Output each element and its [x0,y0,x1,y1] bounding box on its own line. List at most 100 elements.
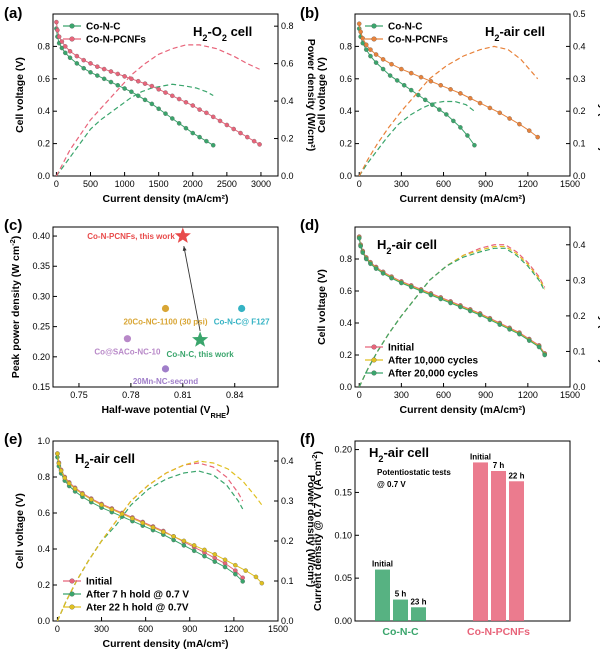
x-tick-label: 0.81 [174,390,192,400]
voltage-point [373,60,379,65]
panel-label: (e) [4,431,22,448]
voltage-point [142,97,148,103]
y2-tick-label: 0.3 [281,496,294,506]
voltage-point [363,47,369,52]
chart-title-part: -air cell [89,451,135,466]
y-tick-label: 0.40 [32,231,50,241]
voltage-point [472,142,477,148]
panel-e: (e)0 300 600 900 1200 15000.00.20.40.60.81.00… [4,431,317,650]
y-tick-label: 0.2 [339,350,352,360]
voltage-point [197,134,202,140]
y-tick-label: 0.0 [339,382,352,392]
chart-title-part: H [369,445,378,460]
legend-swatch-marker [69,578,75,584]
y-tick-label: 0.2 [339,139,352,149]
bar-label: 23 h [410,597,426,606]
voltage-point [217,118,223,124]
x-tick-label: 1200 [518,390,538,400]
plot-frame [354,440,571,622]
plot-frame [52,226,279,388]
voltage-point [389,275,394,281]
series-power-line [55,44,260,176]
legend-swatch-marker [371,344,377,350]
y2-tick-label: 0.6 [281,59,294,69]
voltage-point [360,250,365,255]
x-tick-label: 900 [478,390,493,400]
voltage-point [129,76,134,82]
y2-tick-label: 0.4 [573,240,586,250]
voltage-point [101,66,107,72]
voltage-point [368,261,373,267]
y-tick-label: 0.20 [32,352,50,362]
y-tick-label: 0.6 [37,74,50,84]
chart-title-part: H [193,24,202,39]
voltage-point [542,352,547,358]
voltage-point [62,475,68,481]
panel-a: (a) 0 500 1000 1500 2000 2500 3000 0.0 0.2 0.4 0.6 0… [4,5,317,205]
voltage-point [245,134,250,140]
y-tick-label: 0.0 [37,171,50,181]
voltage-point [231,126,236,132]
voltage-point [54,19,59,25]
x-tick-label: 1500 [560,390,580,400]
chart-title-part: 2 [222,33,227,43]
x-tick-label: 0 [357,390,362,400]
chart-title-part: 2 [378,454,383,464]
voltage-point [222,564,228,570]
voltage-point [437,107,442,112]
chart-title: H2-O2 cell [193,24,252,43]
scatter-star-point [174,227,191,243]
y-axis-label: Peak power density (W cm-2) [8,236,23,379]
y-axis-label: Cell voltage (V) [316,269,328,345]
panel-d: (d)0 300 600 900 1200 15000.00.20.40.60.80.00… [300,217,600,416]
voltage-point [122,74,127,79]
voltage-point [240,579,245,584]
voltage-point [408,70,414,76]
voltage-point [181,543,187,548]
voltage-point [58,468,64,473]
voltage-point [238,130,243,136]
voltage-point [477,312,483,318]
x-tick-label: 1500 [268,624,288,634]
voltage-point [66,481,72,486]
y2-tick-label: 0.0 [573,171,586,181]
bar [411,607,426,621]
y-tick-label: 0.8 [339,41,352,51]
group-label: Co-N-PCNFs [467,626,530,638]
x-tick-label: 0.84 [226,390,244,400]
chart-title-part: 2 [494,33,499,43]
voltage-point [163,111,168,116]
voltage-point [115,83,121,88]
legend-swatch-marker [371,23,377,29]
bar-label: Initial [470,452,491,461]
x-axis-label: Current density (mA/cm²) [399,193,525,205]
y-tick-label: 0.20 [334,445,352,455]
y-tick-label: 0.10 [334,530,352,540]
x-tick-label: 1200 [518,179,538,189]
x-axis-label-part: RHE [211,411,227,420]
legend-entry: Co-N-C [86,22,120,33]
y2-tick-label: 0.5 [573,9,586,19]
voltage-point [181,538,187,544]
chart-title-part: -O [207,24,221,39]
y2-tick-label: 0.0 [281,616,294,626]
scatter-point [161,304,170,313]
voltage-point [428,78,434,84]
voltage-point [368,53,373,59]
x-tick-label: 300 [394,390,409,400]
voltage-point [81,66,86,71]
x-axis-label-part: ) [226,404,230,416]
voltage-point [507,116,512,121]
voltage-point [183,100,189,105]
series-power-line [358,100,475,176]
legend-swatch-marker [69,591,75,597]
voltage-point [176,96,182,102]
voltage-point [191,543,197,548]
x-tick-label: 0.75 [70,390,88,400]
voltage-point [444,112,449,117]
legend-entry: Ater 22 h hold @ 0.7V [86,603,189,614]
voltage-point [101,76,107,82]
panel-b: (b)0 300 600 900 1200 15000.00.20.40.60.80.00… [300,5,600,205]
point-label: Co-N-C, this work [167,350,235,359]
